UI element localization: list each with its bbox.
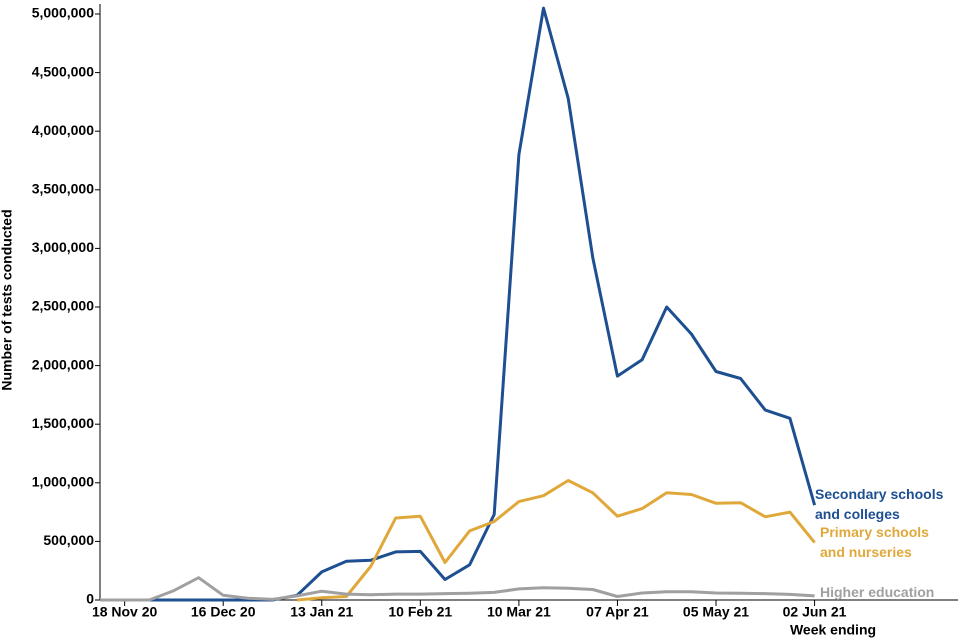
series-line [100,6,817,602]
x-tick-label: 18 Nov 20 [92,604,158,620]
x-tick-label: 16 Dec 20 [191,604,256,620]
y-tick-label: 3,000,000 [32,239,94,255]
y-tick-label: 4,000,000 [32,122,94,138]
y-tick-label: 500,000 [43,532,94,548]
x-tick-label: 07 Apr 21 [586,604,649,620]
y-tick-label: 1,000,000 [32,474,94,490]
y-tick-label: 0 [86,591,94,607]
y-tick-label: 4,500,000 [32,63,94,79]
y-tick-label: 5,000,000 [32,5,94,21]
y-tick-label: 2,500,000 [32,298,94,314]
series-line [100,576,815,602]
x-tick-label: 13 Jan 21 [290,604,353,620]
x-tick-label: 02 Jun 21 [783,604,847,620]
x-tick-label: 10 Mar 21 [487,604,551,620]
x-axis-title: Week ending [790,622,876,638]
legend-entry: Primary schools and nurseries [820,524,929,560]
series-line [296,479,816,602]
y-tick-label: 1,500,000 [32,415,94,431]
y-axis-title: Number of tests conducted [0,209,15,390]
x-tick-label: 10 Feb 21 [388,604,452,620]
legend-entry: Higher education [820,584,935,600]
x-tick-label: 05 May 21 [683,604,749,620]
legend-entry: Secondary schools and colleges [815,486,944,522]
legend-entry-box: Secondary schools and colleges [815,486,944,522]
y-tick-label: 3,500,000 [32,181,94,197]
legend-entry-box: Higher education [820,584,935,600]
legend-entry-box: Primary schools and nurseries [820,524,929,560]
y-tick-label: 2,000,000 [32,356,94,372]
